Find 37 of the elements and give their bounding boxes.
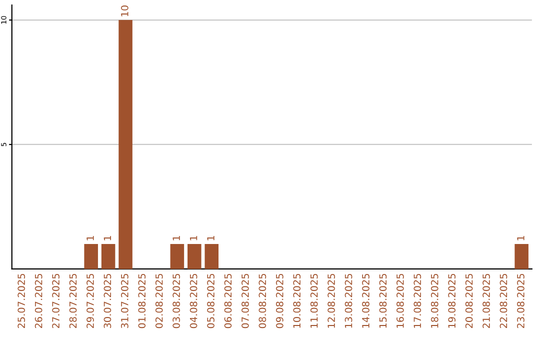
data-label: 1: [172, 236, 180, 240]
x-tick-label: 12.08.2025: [328, 274, 335, 328]
x-tick-label: 26.07.2025: [34, 274, 42, 328]
data-label: 1: [104, 236, 111, 240]
x-tick-label: 13.08.2025: [344, 274, 352, 328]
x-tick-label: 19.08.2025: [448, 274, 456, 328]
x-tick-label: 03.08.2025: [172, 274, 180, 328]
x-tick-label: 15.08.2025: [379, 274, 387, 328]
x-tick-label: 06.08.2025: [224, 274, 232, 328]
data-label: 1: [86, 236, 94, 240]
x-tick-label: 09.08.2025: [276, 274, 284, 328]
x-tick-label: 22.08.2025: [500, 274, 508, 328]
x-tick-label: 04.08.2025: [190, 274, 198, 328]
x-tick-label: 25.07.2025: [18, 274, 26, 328]
x-tick-label: 10.08.2025: [293, 274, 301, 328]
x-tick-label: 18.08.2025: [430, 274, 438, 328]
data-label: 1: [190, 236, 198, 240]
x-tick-label: 30.07.2025: [104, 274, 112, 328]
x-tick-label: 16.08.2025: [396, 274, 404, 328]
x-tick-label: 31.07.2025: [120, 274, 128, 328]
x-tick-label: 20.08.2025: [465, 274, 473, 328]
x-tick-label: 07.08.2025: [242, 274, 249, 328]
x-tick-label: 29.07.2025: [86, 274, 94, 328]
x-tick-label: 02.08.2025: [155, 274, 163, 328]
data-label: 1: [207, 236, 214, 240]
x-tick-label: 17.08.2025: [414, 274, 422, 328]
x-tick-label: 21.08.2025: [482, 274, 490, 328]
x-tick-label: 28.07.2025: [69, 274, 77, 328]
x-tick-label: 23.08.2025: [517, 274, 524, 328]
x-tick-label: 08.08.2025: [258, 274, 266, 328]
x-tick-label: 01.08.2025: [138, 274, 146, 328]
x-tick-label: 11.08.2025: [310, 274, 318, 328]
x-tick-label: 05.08.2025: [207, 274, 214, 328]
x-tick-label: 27.07.2025: [52, 274, 60, 328]
data-label: 10: [120, 6, 128, 16]
x-tick-label: 14.08.2025: [362, 274, 370, 328]
data-label: 1: [517, 236, 524, 240]
